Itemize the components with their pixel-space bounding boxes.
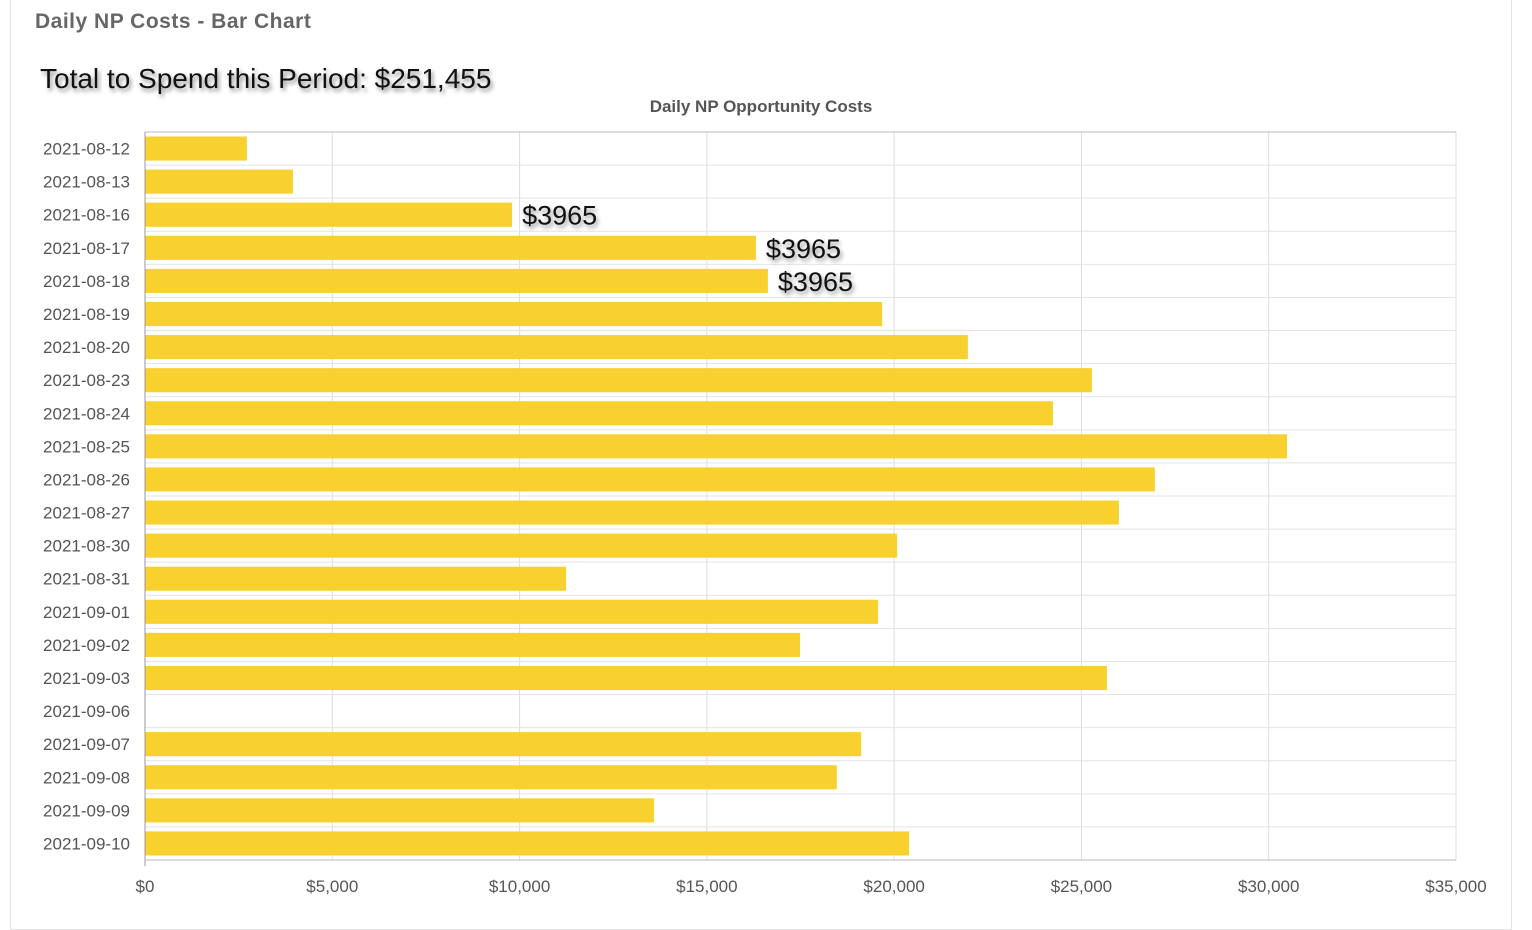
y-tick-label: 2021-09-07 <box>43 735 130 754</box>
chart-title: Daily NP Opportunity Costs <box>650 97 873 116</box>
y-tick-label: 2021-08-24 <box>43 404 130 423</box>
bar <box>145 566 567 591</box>
x-tick-label: $20,000 <box>863 877 924 896</box>
panel-title: Daily NP Costs - Bar Chart <box>35 10 312 33</box>
bar <box>145 401 1053 426</box>
bar <box>145 434 1288 459</box>
y-tick-label: 2021-08-26 <box>43 470 130 489</box>
bar <box>145 798 655 823</box>
y-tick-label: 2021-09-10 <box>43 834 130 853</box>
y-tick-label: 2021-08-30 <box>43 537 130 556</box>
y-tick-label: 2021-08-19 <box>43 305 130 324</box>
y-tick-label: 2021-08-20 <box>43 338 130 357</box>
bar <box>145 268 768 293</box>
data-label: $3965 <box>522 201 597 231</box>
bar <box>145 301 883 327</box>
bar <box>145 368 1092 393</box>
y-tick-label: 2021-09-03 <box>43 669 130 688</box>
y-tick-label: 2021-09-06 <box>43 702 130 721</box>
bar <box>145 235 756 260</box>
x-tick-label: $15,000 <box>676 877 737 896</box>
bar <box>145 335 968 360</box>
x-tick-label: $30,000 <box>1238 877 1299 896</box>
x-tick-label: $10,000 <box>489 877 550 896</box>
bar <box>145 765 837 790</box>
y-tick-label: 2021-09-01 <box>43 603 130 622</box>
bar <box>145 136 247 161</box>
y-tick-label: 2021-08-12 <box>43 140 130 159</box>
y-tick-label: 2021-08-17 <box>43 239 130 258</box>
y-tick-label: 2021-09-09 <box>43 801 130 820</box>
x-tick-label: $0 <box>136 877 155 896</box>
y-tick-label: 2021-08-25 <box>43 437 130 456</box>
bar <box>145 665 1107 691</box>
bar <box>145 831 910 856</box>
y-tick-label: 2021-08-13 <box>43 173 130 192</box>
y-tick-label: 2021-08-27 <box>43 504 130 523</box>
bar <box>145 533 898 558</box>
y-tick-label: 2021-08-23 <box>43 371 130 390</box>
y-tick-label: 2021-08-18 <box>43 272 130 291</box>
y-tick-label: 2021-09-02 <box>43 636 130 655</box>
bar <box>145 202 513 227</box>
total-to-spend: Total to Spend this Period: $251,455 <box>40 63 492 94</box>
bar <box>145 732 862 757</box>
bar <box>145 169 293 194</box>
y-tick-label: 2021-08-16 <box>43 206 130 225</box>
data-label: $3965 <box>778 267 853 297</box>
y-tick-label: 2021-09-08 <box>43 768 130 787</box>
x-tick-label: $25,000 <box>1051 877 1112 896</box>
x-tick-label: $5,000 <box>306 877 358 896</box>
bar <box>145 467 1155 492</box>
data-label: $3965 <box>766 234 841 264</box>
bar <box>145 500 1119 525</box>
bar <box>145 632 801 657</box>
x-tick-label: $35,000 <box>1425 877 1486 896</box>
bar <box>145 599 879 624</box>
y-tick-label: 2021-08-31 <box>43 570 130 589</box>
